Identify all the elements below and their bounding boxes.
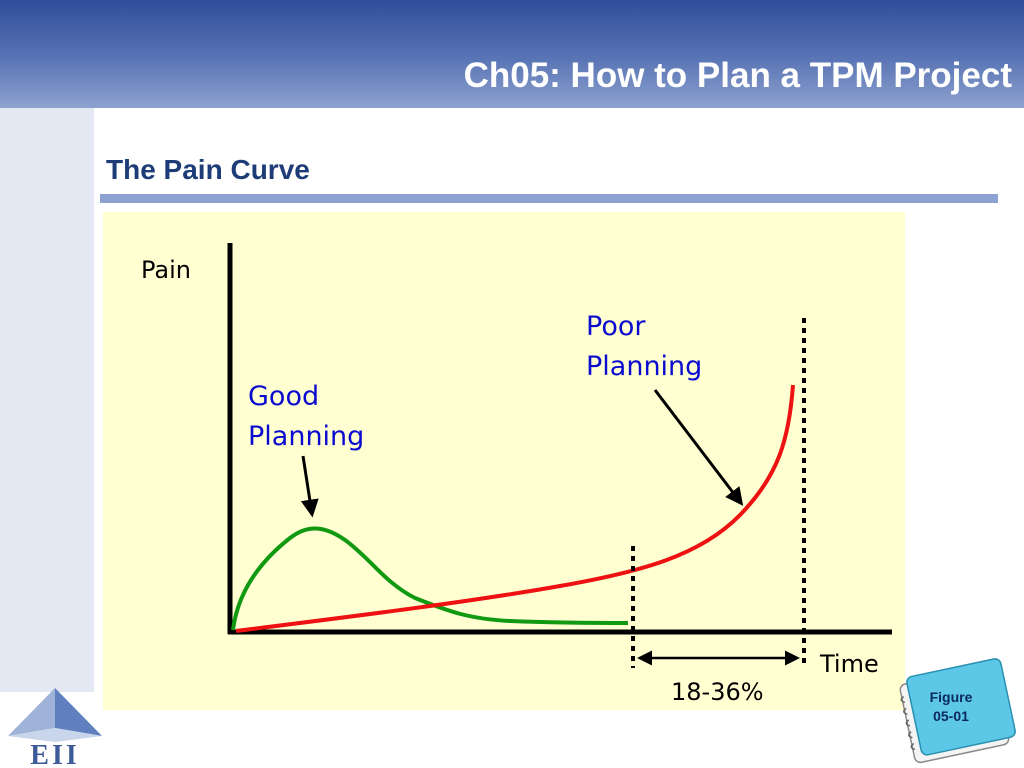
good-planning-label-line-1: Good xyxy=(248,381,320,412)
svg-text:EII: EII xyxy=(30,740,79,768)
good-planning-label-line-2: Planning xyxy=(248,421,365,452)
y-axis-label: Pain xyxy=(141,256,191,284)
eii-logo: EII xyxy=(8,688,102,768)
title-underline xyxy=(100,194,998,203)
left-sidebar-strip xyxy=(0,108,94,692)
x-axis-label: Time xyxy=(820,650,879,678)
diagram-panel xyxy=(103,212,905,710)
figure-badge-label: Figure 05-01 xyxy=(929,689,973,724)
section-title: The Pain Curve xyxy=(106,154,310,185)
good-planning-pointer-arrow xyxy=(300,455,319,518)
poor-planning-label-line-1: Poor xyxy=(586,311,646,342)
figure-notebook-icon xyxy=(899,658,1016,764)
header-band xyxy=(0,0,1024,108)
range-label: 18-36% xyxy=(671,678,764,706)
poor-planning-pointer-arrow xyxy=(653,389,744,506)
slide-title: Ch05: How to Plan a TPM Project xyxy=(463,56,1012,95)
poor-planning-curve xyxy=(235,384,795,633)
good-planning-curve xyxy=(231,526,629,631)
poor-planning-label-line-2: Planning xyxy=(586,351,703,382)
